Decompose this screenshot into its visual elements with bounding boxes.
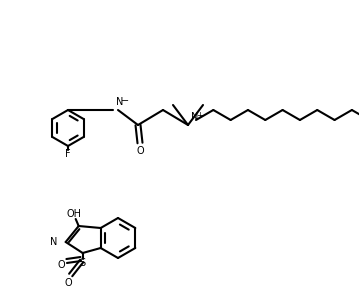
Text: O: O [58, 260, 65, 270]
Text: F: F [65, 149, 71, 159]
Text: N: N [116, 97, 123, 107]
Text: N: N [191, 112, 199, 122]
Text: O: O [136, 146, 144, 156]
Text: −: − [121, 96, 129, 106]
Text: O: O [65, 278, 73, 288]
Text: OH: OH [66, 209, 81, 219]
Text: S: S [80, 258, 86, 268]
Text: N: N [50, 237, 58, 247]
Text: +: + [197, 111, 204, 120]
